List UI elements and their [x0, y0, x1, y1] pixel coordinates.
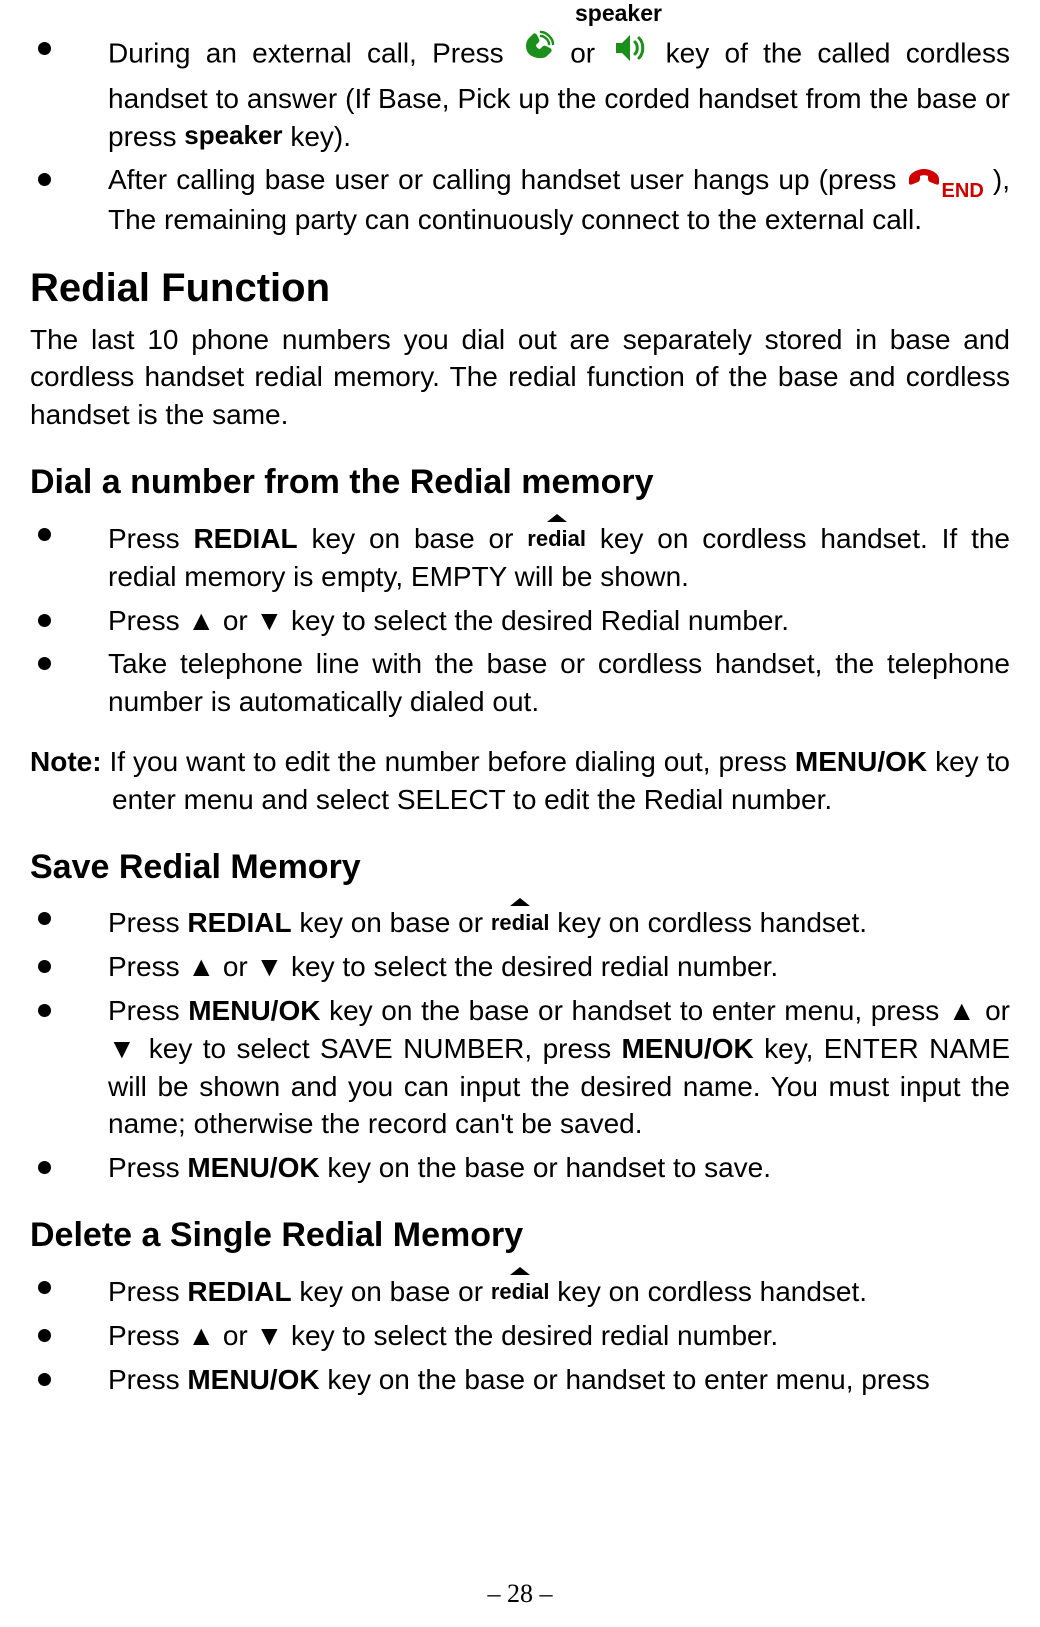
text: Press: [108, 1152, 187, 1183]
redial-key-bold: REDIAL: [193, 523, 297, 554]
list-item: Take telephone line with the base or cor…: [30, 645, 1010, 721]
text: key on cordless handset.: [550, 1276, 868, 1307]
speaker-top-label: speaker: [575, 0, 662, 27]
menu-ok-bold: MENU/OK: [621, 1033, 753, 1064]
end-call-icon: [906, 161, 942, 199]
text: key on the base or handset to save.: [320, 1152, 771, 1183]
dial-bullet-list: Press REDIAL key on base or redial key o…: [30, 516, 1010, 721]
list-item: Press MENU/OK key on the base or handset…: [30, 992, 1010, 1143]
heading-delete-redial: Delete a Single Redial Memory: [30, 1213, 1010, 1259]
text: key on cordless handset.: [550, 907, 868, 938]
list-item: Press ▲ or ▼ key to select the desired r…: [30, 1317, 1010, 1355]
note-paragraph: Note: If you want to edit the number bef…: [30, 743, 1010, 819]
speaker-key-label: speaker: [184, 120, 282, 150]
redial-intro-paragraph: The last 10 phone numbers you dial out a…: [30, 321, 1010, 434]
list-item: Press ▲ or ▼ key to select the desired r…: [30, 948, 1010, 986]
text: Press: [108, 1364, 187, 1395]
redial-inline-icon: redial: [491, 1267, 550, 1307]
list-item: Press REDIAL key on base or redial key o…: [30, 516, 1010, 596]
list-item: Press REDIAL key on base or redial key o…: [30, 900, 1010, 942]
text: During an external call, Press: [108, 37, 519, 68]
page-number: – 28 –: [0, 1579, 1040, 1609]
redial-inline-icon: redial: [491, 898, 550, 938]
text: After calling base user or calling hands…: [108, 164, 906, 195]
text: Press: [108, 523, 193, 554]
menu-ok-bold: MENU/OK: [188, 995, 320, 1026]
redial-key-bold: REDIAL: [187, 907, 291, 938]
redial-inline-icon: redial: [527, 514, 586, 554]
text: If you want to edit the number before di…: [102, 746, 795, 777]
call-icon: [519, 30, 555, 76]
list-item: Press MENU/OK key on the base or handset…: [30, 1149, 1010, 1187]
manual-page: speaker During an external call, Press o…: [0, 0, 1040, 1627]
delete-bullet-list: Press REDIAL key on base or redial key o…: [30, 1269, 1010, 1398]
redial-key-bold: REDIAL: [187, 1276, 291, 1307]
list-item: Press REDIAL key on base or redial key o…: [30, 1269, 1010, 1311]
page-content: During an external call, Press or: [30, 0, 1010, 1398]
note-label: Note:: [30, 746, 102, 777]
end-key-label: END: [942, 180, 984, 202]
speaker-icon: [610, 28, 650, 78]
text: or: [570, 37, 610, 68]
intro-bullet-list: During an external call, Press or: [30, 30, 1010, 239]
list-item: During an external call, Press or: [30, 30, 1010, 155]
heading-redial-function: Redial Function: [30, 261, 1010, 315]
text: key).: [290, 121, 351, 152]
text: key on base or: [292, 907, 491, 938]
save-bullet-list: Press REDIAL key on base or redial key o…: [30, 900, 1010, 1187]
heading-dial-number: Dial a number from the Redial memory: [30, 460, 1010, 506]
text: Press: [108, 907, 187, 938]
text: Press: [108, 1276, 187, 1307]
text: Press: [108, 995, 188, 1026]
menu-ok-bold: MENU/OK: [187, 1152, 319, 1183]
heading-save-redial: Save Redial Memory: [30, 845, 1010, 891]
text: key on base or: [292, 1276, 491, 1307]
list-item: Press MENU/OK key on the base or handset…: [30, 1361, 1010, 1399]
text: key on base or: [298, 523, 528, 554]
text: key on the base or handset to enter menu…: [320, 1364, 930, 1395]
list-item: Press ▲ or ▼ key to select the desired R…: [30, 602, 1010, 640]
menu-ok-bold: MENU/OK: [187, 1364, 319, 1395]
list-item: After calling base user or calling hands…: [30, 161, 1010, 238]
menu-ok-bold: MENU/OK: [795, 746, 927, 777]
